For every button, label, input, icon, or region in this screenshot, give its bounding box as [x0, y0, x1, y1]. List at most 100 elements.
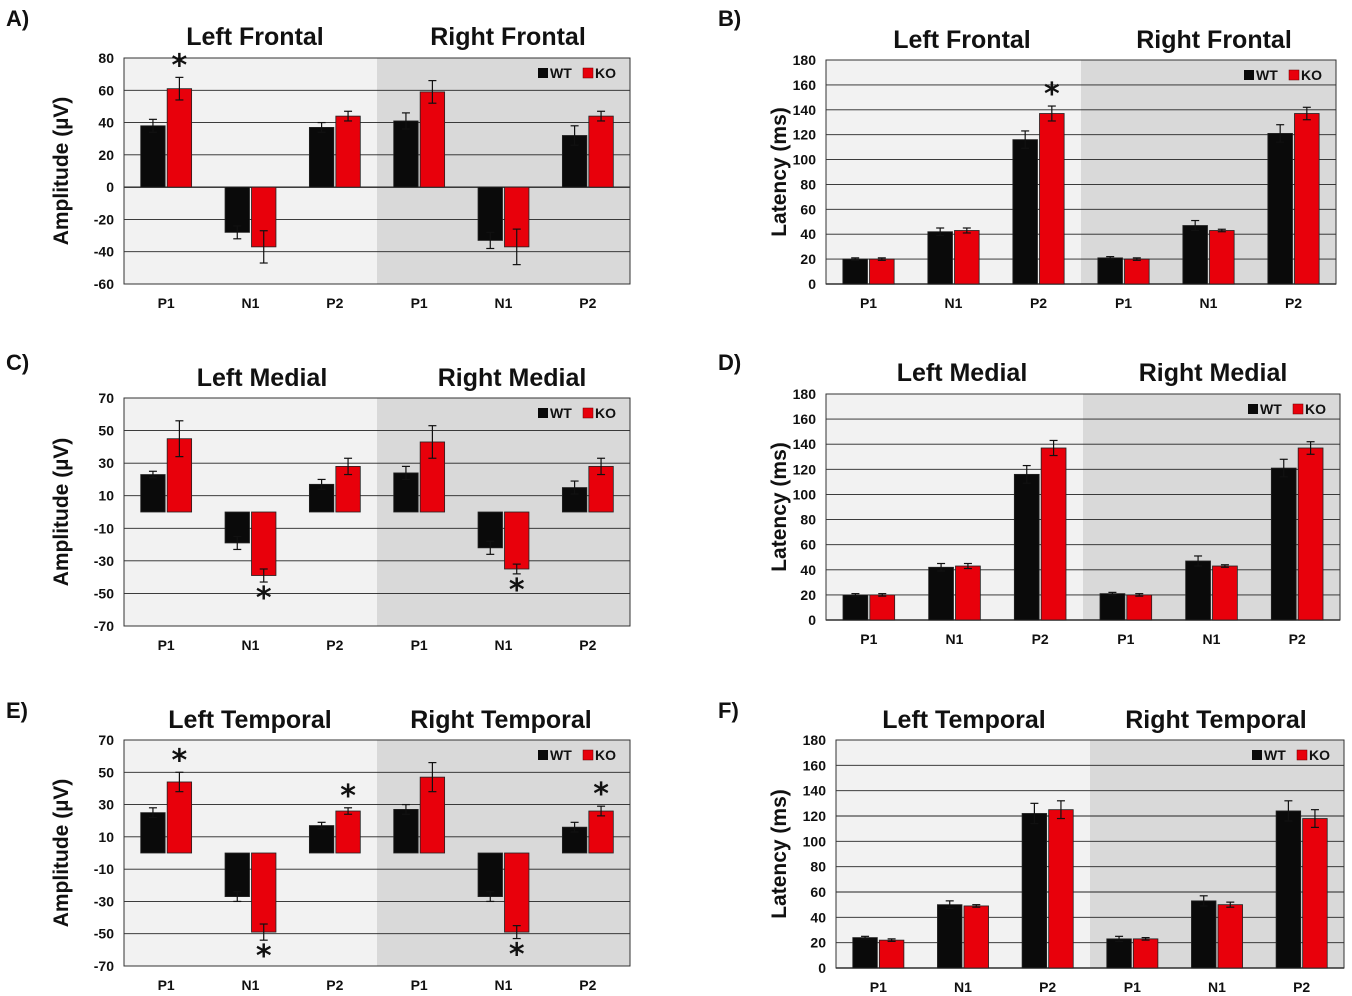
legend-swatch-wt — [1252, 750, 1262, 760]
y-tick-label: 0 — [818, 960, 826, 976]
bar-ko — [504, 511, 530, 570]
bar-ko — [251, 852, 277, 933]
bar-ko — [1040, 447, 1067, 621]
panel-label-c: C) — [6, 350, 30, 375]
bar-wt — [393, 809, 419, 854]
bar-ko — [1126, 594, 1153, 621]
group-title: Right Temporal — [410, 706, 591, 734]
x-tick-label: P1 — [411, 295, 428, 311]
group-title: Right Medial — [1139, 359, 1288, 387]
bar-wt — [140, 812, 166, 854]
chart-panel-2: 180 160 140 120 100 80 60 40 20 0 Latency (ms) Left… — [768, 26, 1337, 311]
x-tick-label: N1 — [242, 977, 260, 993]
legend-label-ko: KO — [595, 65, 616, 81]
y-tick-label: -10 — [94, 520, 114, 536]
bar-ko — [504, 852, 530, 933]
x-tick-label: P2 — [1030, 295, 1047, 311]
y-tick-label: 50 — [98, 764, 114, 780]
y-tick-label: 100 — [803, 833, 827, 849]
x-tick-label: P1 — [158, 637, 175, 653]
bar-wt — [1099, 593, 1126, 621]
y-tick-label: -20 — [94, 211, 114, 227]
y-tick-label: 0 — [106, 179, 114, 195]
legend-label-ko: KO — [595, 747, 616, 763]
bar-ko — [588, 115, 614, 188]
bar-wt — [393, 120, 419, 188]
x-tick-label: P2 — [326, 637, 343, 653]
bar-wt — [1267, 133, 1293, 285]
bar-ko — [869, 258, 895, 285]
panel-label-f: F) — [718, 698, 739, 723]
bar-wt — [1012, 139, 1038, 285]
bar-wt — [1185, 560, 1211, 621]
y-tick-label: -30 — [94, 553, 114, 569]
bar-wt — [1182, 225, 1208, 285]
legend-swatch-wt — [538, 68, 548, 78]
group-title: Left Temporal — [882, 706, 1045, 734]
y-tick-label: 70 — [98, 732, 114, 748]
y-tick-label: 140 — [803, 783, 827, 799]
plot-frame — [835, 739, 1345, 969]
bar-wt — [1013, 473, 1040, 621]
legend-label-wt: WT — [1264, 747, 1286, 763]
y-tick-label: 160 — [793, 411, 817, 427]
y-tick-label: 70 — [98, 390, 114, 406]
x-tick-label: N1 — [495, 637, 513, 653]
panel-label-b: B) — [718, 6, 742, 31]
bar-ko — [869, 594, 896, 621]
y-axis-label: Latency (ms) — [768, 442, 791, 572]
y-tick-label: 80 — [98, 50, 114, 66]
legend-swatch-ko — [1288, 69, 1300, 81]
bar-ko — [1048, 809, 1074, 969]
significance-marker: * — [256, 939, 272, 974]
bar-ko — [166, 781, 193, 854]
y-tick-label: 120 — [803, 808, 827, 824]
group-title: Left Medial — [897, 359, 1028, 387]
x-tick-label: N1 — [1208, 979, 1226, 995]
bar-ko — [1124, 258, 1150, 285]
y-tick-label: 120 — [793, 127, 817, 143]
group-title: Left Frontal — [186, 23, 324, 51]
bar-ko — [1209, 230, 1235, 285]
y-tick-label: 40 — [800, 562, 816, 578]
plot-background-right — [377, 58, 630, 284]
significance-marker: * — [172, 48, 188, 83]
y-tick-label: 10 — [98, 829, 114, 845]
bar-wt — [1021, 813, 1048, 969]
legend-label-ko: KO — [1305, 401, 1326, 417]
x-tick-label: N1 — [945, 295, 963, 311]
x-tick-label: N1 — [954, 979, 972, 995]
y-tick-label: 160 — [803, 757, 827, 773]
x-tick-label: P2 — [1032, 631, 1049, 647]
legend-label-wt: WT — [1260, 401, 1282, 417]
legend-swatch-ko — [582, 67, 594, 79]
bar-wt — [1275, 810, 1302, 969]
bar-wt — [477, 186, 503, 241]
y-axis-label: Amplitude (µV) — [50, 438, 73, 587]
bar-wt — [1191, 900, 1217, 969]
significance-marker: * — [1044, 77, 1060, 112]
y-tick-label: 20 — [810, 935, 826, 951]
bar-ko — [955, 565, 981, 621]
plot-frame — [825, 59, 1337, 285]
bar-wt — [224, 186, 250, 233]
bar-ko — [335, 810, 361, 854]
y-tick-label: 100 — [793, 486, 817, 502]
x-tick-label: N1 — [495, 977, 513, 993]
plot-background-left — [124, 740, 377, 966]
bar-ko — [335, 115, 361, 188]
plot-frame — [123, 397, 631, 627]
bar-wt — [140, 125, 166, 188]
x-tick-label: P1 — [158, 295, 175, 311]
y-axis-label: Amplitude (µV) — [50, 97, 73, 246]
y-tick-label: 80 — [810, 859, 826, 875]
y-tick-label: 140 — [793, 436, 817, 452]
x-tick-label: P1 — [1117, 631, 1134, 647]
y-tick-label: 60 — [98, 82, 114, 98]
legend-label-ko: KO — [595, 405, 616, 421]
bar-wt — [308, 127, 335, 188]
significance-marker: * — [509, 573, 525, 608]
x-tick-label: P1 — [860, 631, 877, 647]
legend-label-wt: WT — [1256, 67, 1278, 83]
y-tick-label: 140 — [793, 102, 817, 118]
